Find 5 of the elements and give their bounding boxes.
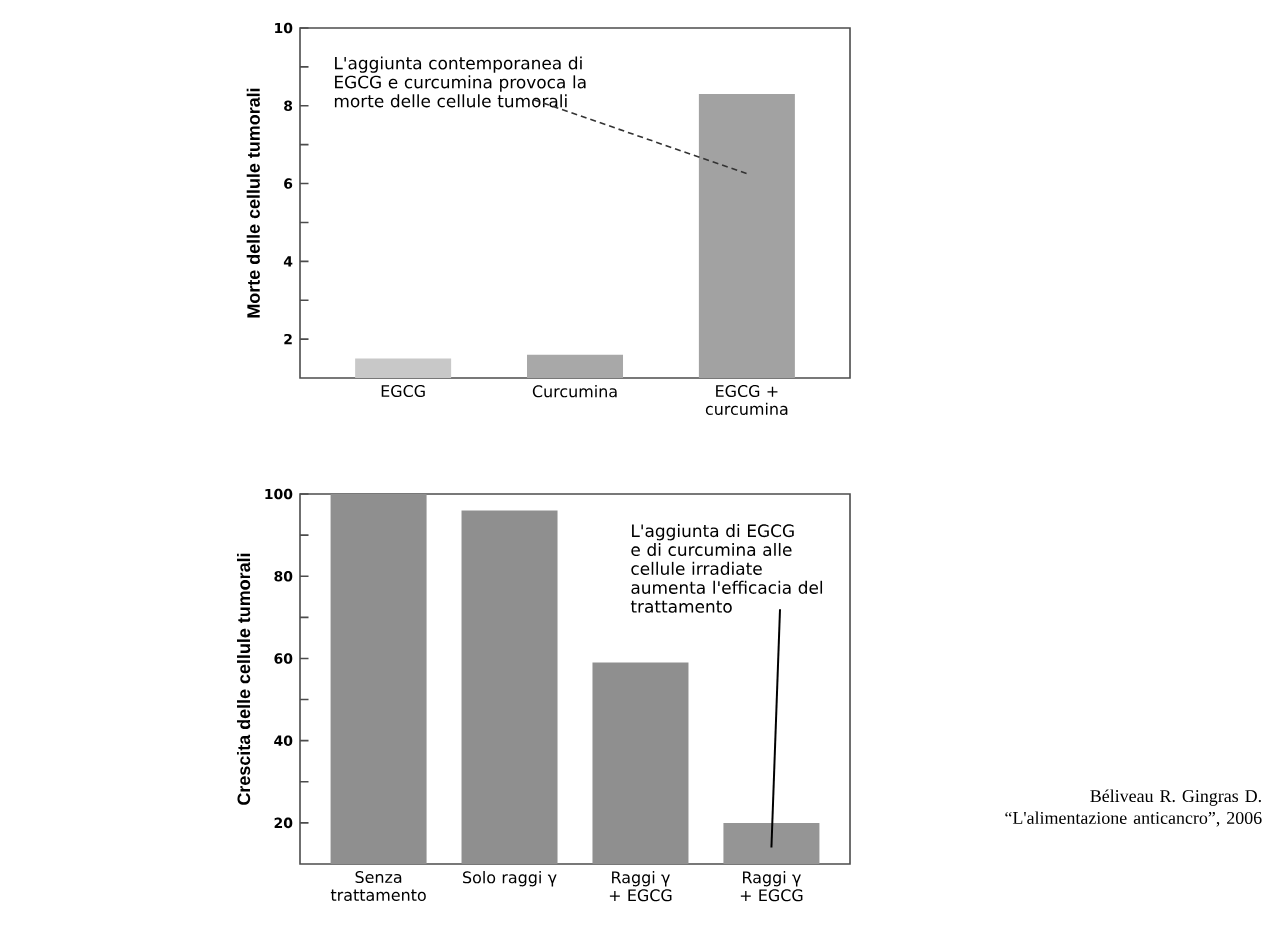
y-axis-title: Crescita delle cellule tumorali: [236, 553, 251, 805]
annotation: L'aggiunta di EGCG e di curcumina alle cellule irradiate aumenta l'efficacia del trattamento: [630, 524, 823, 613]
y-axis-title: Morte delle cellule tumorali: [246, 88, 260, 318]
annotation: L'aggiunta contemporanea di EGCG e curcumina provoca la morte delle cellule tumorali: [334, 56, 586, 108]
text: Béliveau R. Gingras D. “L'alimentazione anticancro”, 2006: [1005, 789, 1262, 827]
